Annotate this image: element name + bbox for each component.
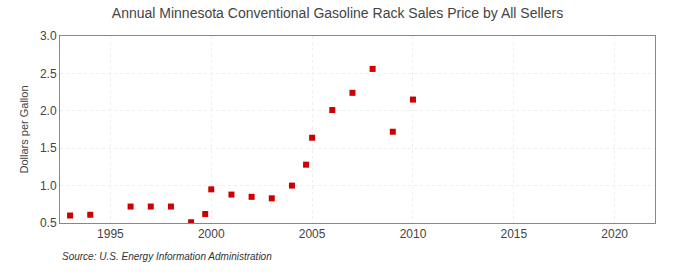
- svg-text:Annual Minnesota Conventional: Annual Minnesota Conventional Gasoline R…: [112, 5, 563, 21]
- svg-text:1.0: 1.0: [40, 179, 57, 193]
- svg-text:1995: 1995: [97, 227, 124, 241]
- svg-text:1.5: 1.5: [40, 141, 57, 155]
- svg-text:0.5: 0.5: [40, 216, 57, 230]
- svg-text:3.0: 3.0: [40, 29, 57, 43]
- svg-text:2.5: 2.5: [40, 67, 57, 81]
- svg-text:2000: 2000: [198, 227, 225, 241]
- svg-text:Source: U.S. Energy Informatio: Source: U.S. Energy Information Administ…: [62, 251, 272, 262]
- svg-text:2005: 2005: [299, 227, 326, 241]
- svg-text:2020: 2020: [601, 227, 628, 241]
- svg-text:2010: 2010: [400, 227, 427, 241]
- svg-text:2.0: 2.0: [40, 104, 57, 118]
- svg-text:2015: 2015: [500, 227, 527, 241]
- svg-text:Dollars per Gallon: Dollars per Gallon: [18, 85, 30, 173]
